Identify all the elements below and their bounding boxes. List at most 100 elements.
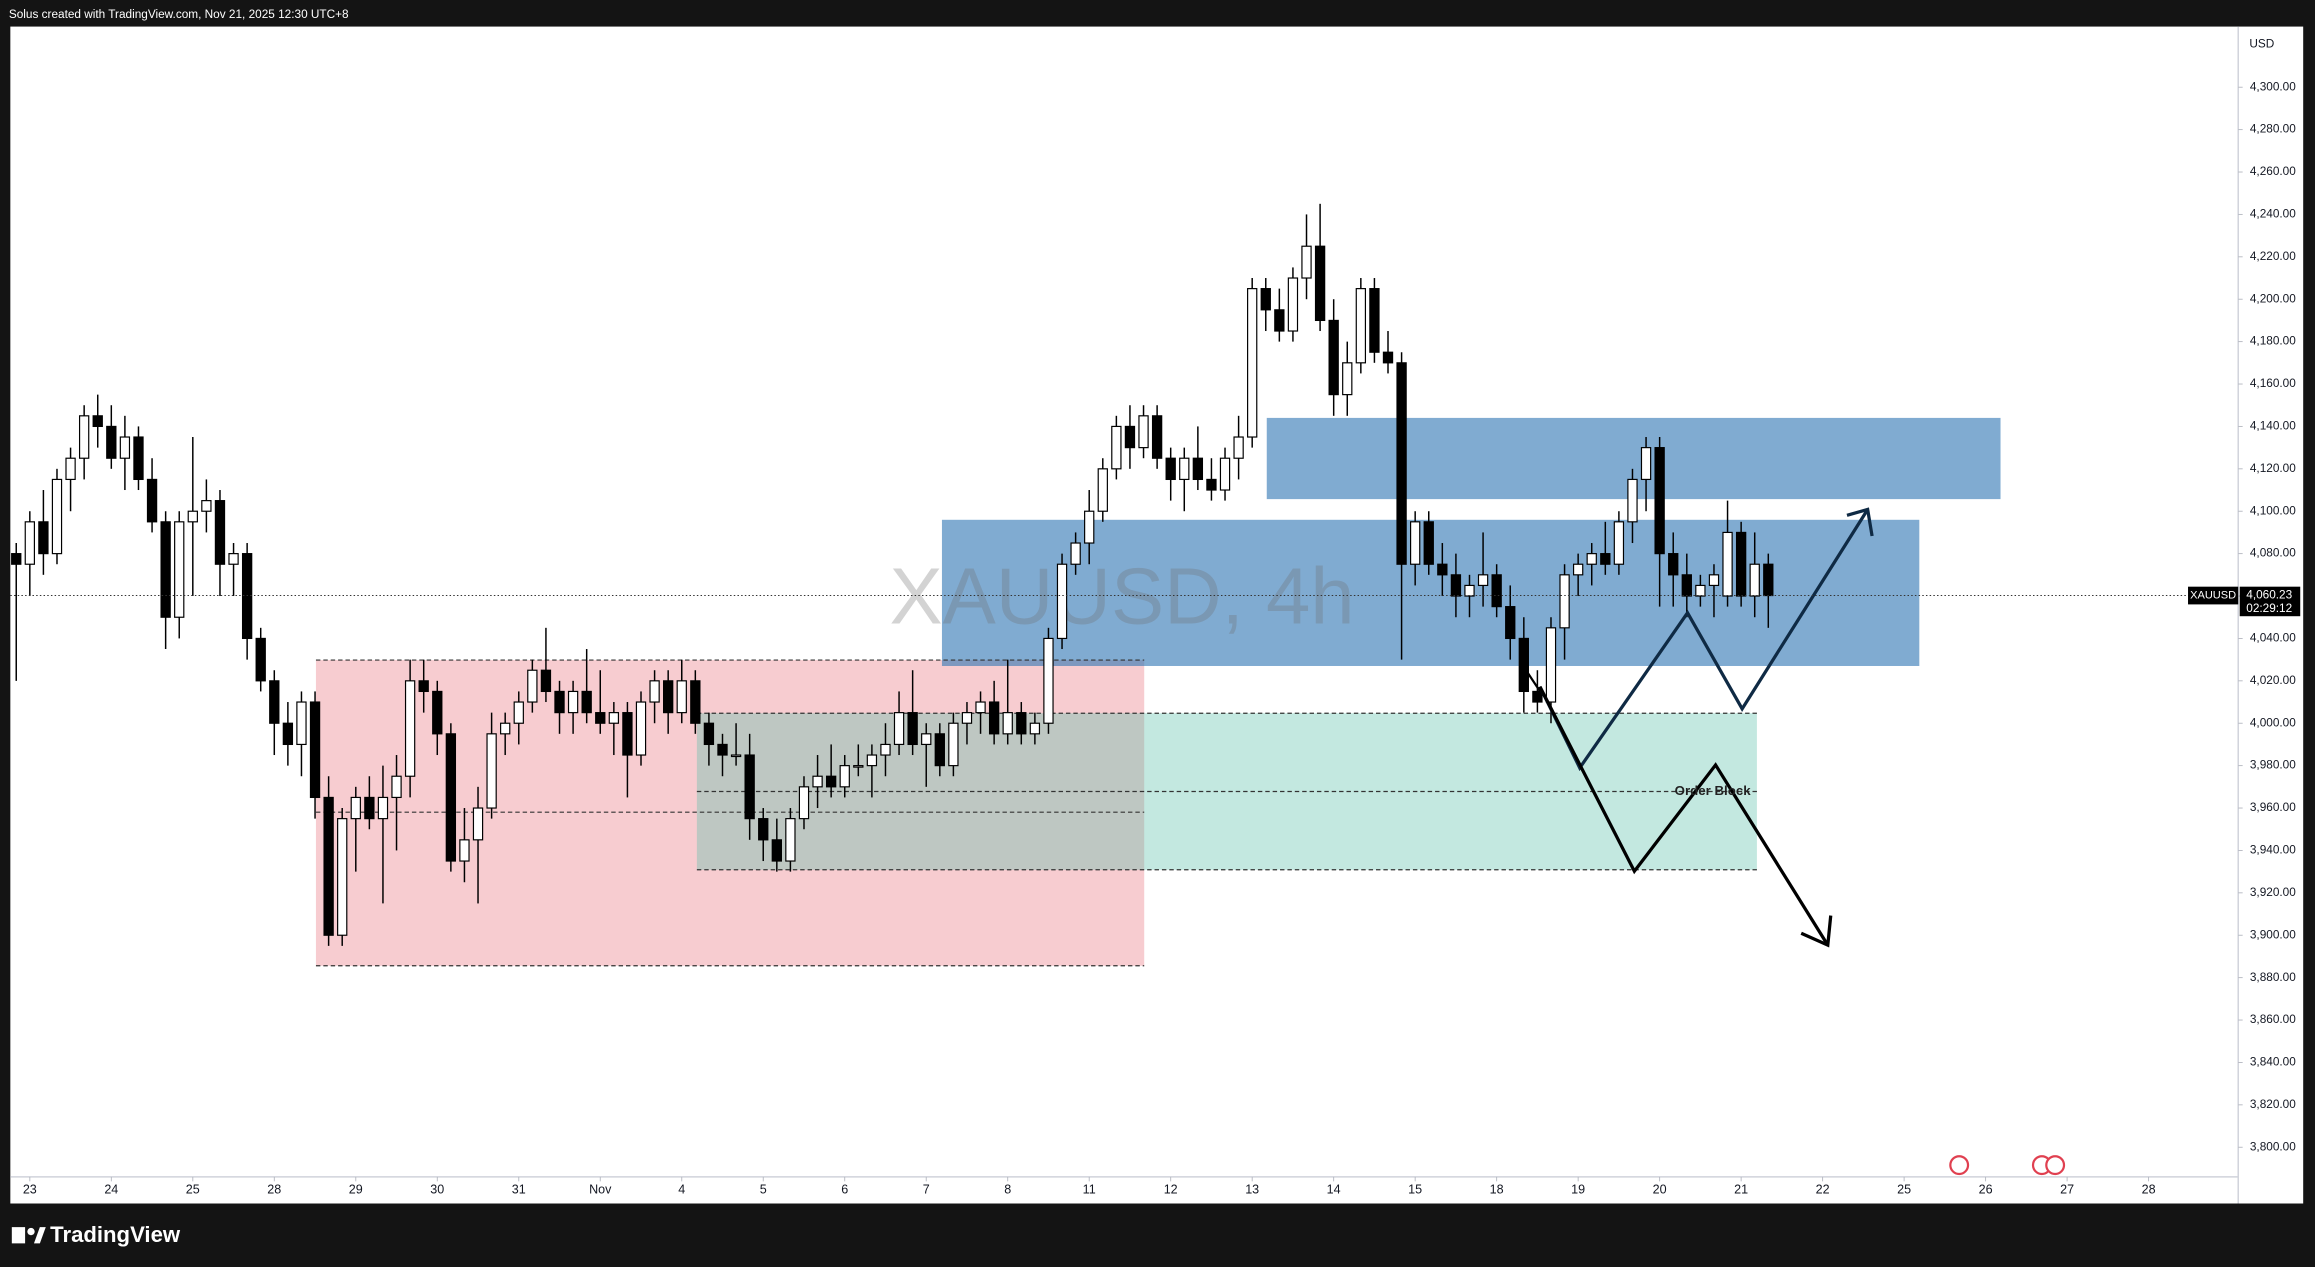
annotation: Order Block	[1675, 783, 1752, 798]
y-tick-label: 4,000.00	[2250, 715, 2296, 729]
x-tick-label: 26	[1979, 1183, 1993, 1197]
arrow-head	[1800, 915, 1833, 948]
x-tick-label: 29	[349, 1183, 363, 1197]
arrow-head	[1846, 507, 1874, 537]
candle-body	[1532, 690, 1543, 703]
candle-body	[1450, 574, 1462, 597]
scenario-arrows	[1524, 507, 1874, 948]
candle-body	[635, 701, 647, 756]
y-tick-label: 3,920.00	[2250, 885, 2296, 899]
x-tick-label: 18	[1490, 1183, 1504, 1197]
candle-body	[1763, 563, 1774, 597]
x-tick-label: 20	[1653, 1183, 1667, 1197]
candle-body	[1600, 553, 1611, 565]
candle-body	[581, 690, 592, 714]
candle-body	[812, 775, 823, 788]
candle-body	[1056, 563, 1068, 640]
candle-body	[432, 690, 443, 735]
x-tick-label: 12	[1164, 1183, 1178, 1197]
candle-body	[880, 743, 891, 756]
x-tick-label: 23	[23, 1183, 37, 1197]
candle-body	[690, 680, 701, 724]
candle-body	[527, 669, 538, 703]
candle-body	[119, 436, 131, 459]
candle-body	[1287, 277, 1299, 332]
candle-body	[24, 521, 35, 565]
y-tick-label: 3,940.00	[2250, 843, 2296, 857]
candle-body	[907, 712, 918, 746]
drawings	[315, 417, 2001, 967]
price-tag-bg	[2239, 586, 2301, 617]
event-icon	[1949, 1155, 1970, 1176]
order-block-zone	[696, 713, 1757, 870]
symbol-tag: XAUUSD	[2190, 589, 2236, 601]
candle-body	[1043, 637, 1054, 724]
footer-logo: TradingView	[11, 1222, 181, 1247]
candle-body	[187, 510, 198, 523]
candle-body	[92, 415, 103, 428]
candle-body	[1219, 457, 1231, 491]
candle-body	[663, 680, 674, 714]
candle-body	[445, 733, 457, 862]
candle-body	[1382, 351, 1394, 364]
candle-body	[1192, 457, 1204, 481]
candle-body	[418, 680, 429, 693]
candle-body	[133, 436, 144, 481]
y-tick-label: 4,240.00	[2250, 207, 2296, 221]
x-tick-label: 7	[923, 1183, 930, 1197]
candle-body	[51, 478, 63, 555]
x-tick-label: 25	[1897, 1183, 1911, 1197]
candle-body	[595, 712, 606, 724]
x-tick-label: 19	[1571, 1183, 1585, 1197]
candle-body	[1247, 288, 1258, 438]
y-tick-label: 4,220.00	[2250, 249, 2296, 263]
candle-body	[1613, 521, 1625, 565]
candle-body	[1342, 362, 1353, 396]
candle-body	[65, 457, 76, 481]
x-tick-label: 4	[678, 1183, 685, 1197]
candle-body	[472, 807, 484, 841]
candle-body	[1505, 606, 1516, 640]
x-tick-label: 27	[2060, 1183, 2074, 1197]
candle-body	[160, 521, 171, 618]
price-tag: 4,060.23	[2246, 588, 2292, 602]
candle-body	[1070, 542, 1081, 565]
candle-body	[1708, 574, 1720, 587]
y-tick-label: 3,820.00	[2250, 1097, 2296, 1111]
candle-body	[1206, 478, 1217, 491]
y-tick-label: 3,900.00	[2250, 927, 2296, 941]
x-tick-label: 22	[1816, 1183, 1830, 1197]
x-tick-label: 30	[430, 1183, 444, 1197]
x-tick-label: 11	[1083, 1183, 1096, 1197]
candle-body	[893, 712, 905, 746]
y-tick-label: 3,860.00	[2250, 1012, 2296, 1026]
candle-body	[391, 775, 402, 799]
candle-body	[1559, 574, 1570, 629]
y-tick-label: 4,280.00	[2250, 122, 2296, 136]
y-tick-label: 4,040.00	[2250, 631, 2296, 645]
candle-body	[214, 500, 226, 565]
candle-body	[1477, 574, 1489, 587]
x-tick-label: 14	[1327, 1183, 1341, 1197]
candle-body	[350, 796, 361, 820]
y-tick-label: 4,020.00	[2250, 673, 2296, 687]
candle-body	[1138, 415, 1149, 449]
y-tick-label: 4,140.00	[2250, 419, 2296, 433]
y-tick-label: 4,120.00	[2250, 461, 2296, 475]
candle-body	[1165, 457, 1176, 481]
candle-body	[1260, 288, 1271, 311]
candle-body	[717, 743, 728, 756]
candle-body	[771, 839, 782, 862]
candle-body	[296, 701, 307, 746]
x-tick-label: Nov	[589, 1183, 612, 1197]
y-tick-label: 4,300.00	[2250, 79, 2296, 93]
event-icons	[1949, 1155, 2066, 1176]
candle-body	[730, 754, 742, 758]
x-tick-label: 28	[2142, 1183, 2156, 1197]
symbol-tag-bg	[2188, 586, 2239, 605]
candle-body	[934, 733, 945, 767]
candle-body	[1695, 584, 1706, 597]
candle-body	[825, 775, 837, 788]
candle-body	[1084, 510, 1095, 544]
